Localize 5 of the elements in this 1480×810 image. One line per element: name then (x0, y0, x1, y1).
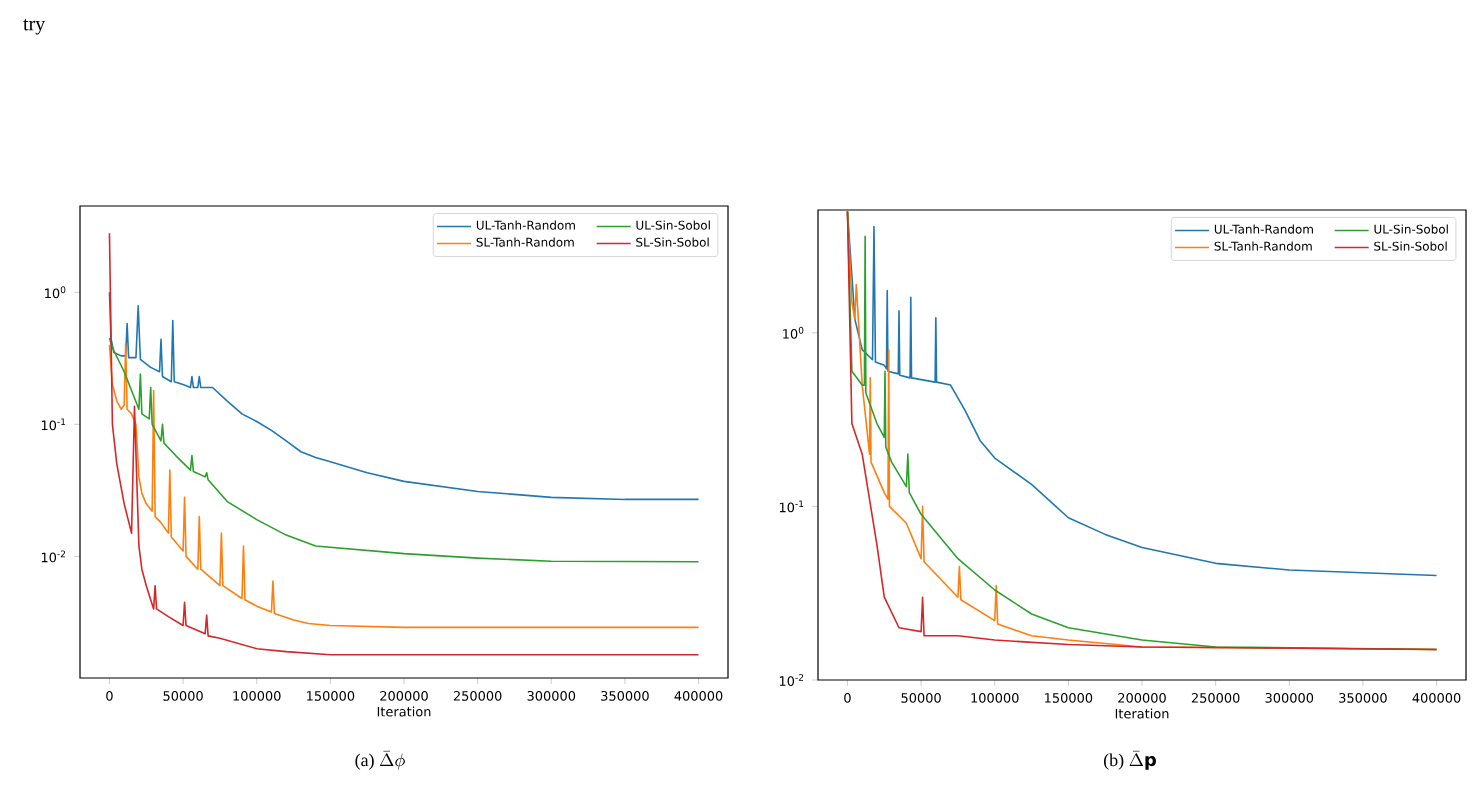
text: try (23, 19, 46, 35)
line-series (108, 291, 700, 501)
line-series (108, 337, 700, 563)
text: $\text{(a) }\bar{\Delta}\phi$ (355, 750, 405, 770)
text: $\text{(b) }\bar{\Delta}\mathbf{p}$ (1104, 750, 1156, 770)
